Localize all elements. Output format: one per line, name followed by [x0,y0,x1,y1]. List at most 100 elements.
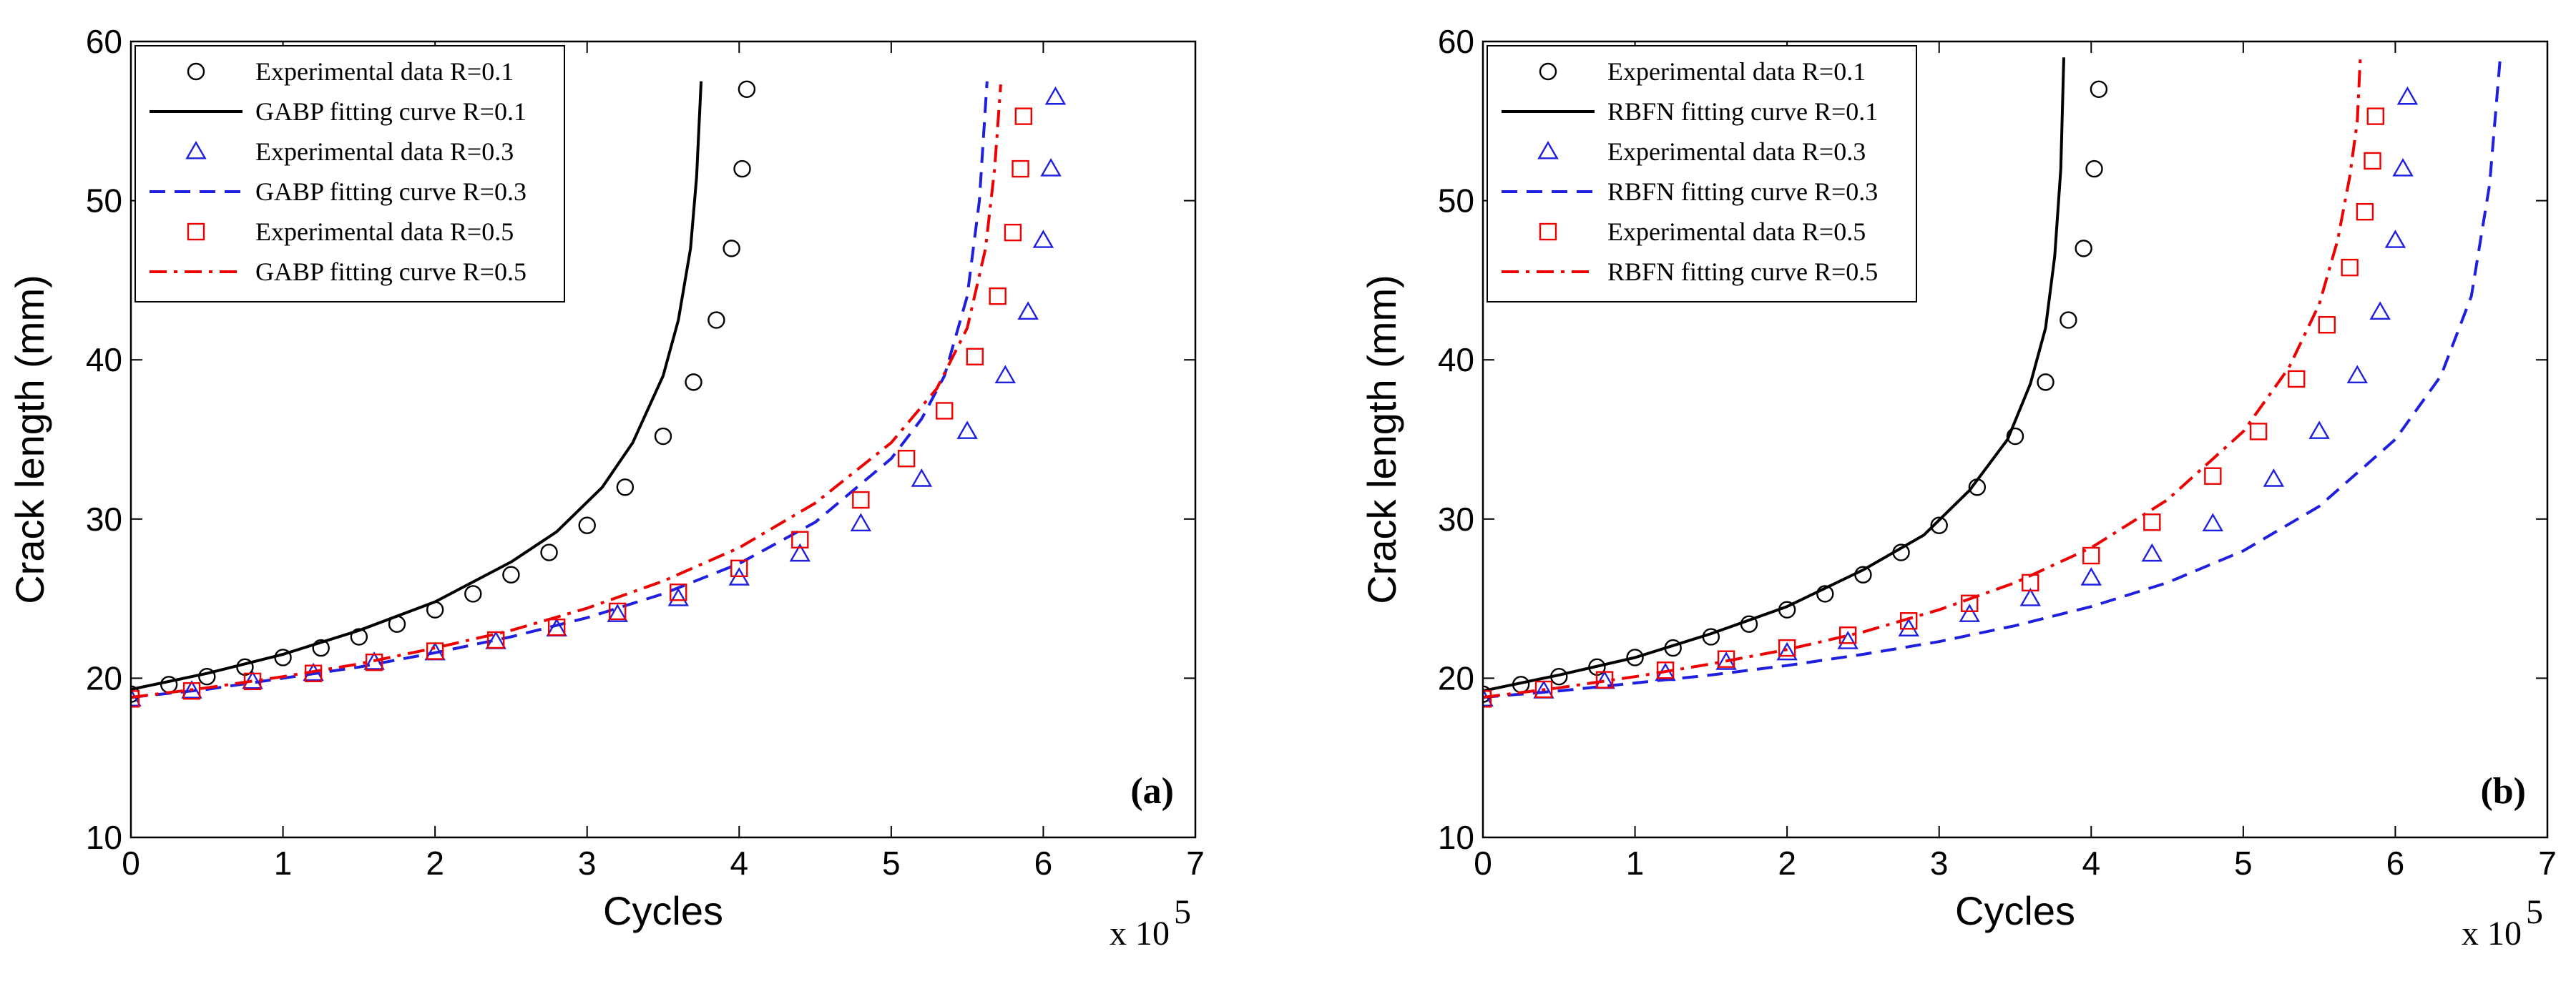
series-1-point [2075,240,2092,257]
x-multiplier-label: x 10 [1110,915,1170,953]
series-1-point [578,516,596,534]
series-3-point [2141,543,2163,562]
series-1-point [2085,159,2103,178]
chart-panel-a: 0 1 2 3 4 5 6 7 10 20 30 40 50 60 Cycles Crack length (… [7,23,1205,953]
series-5-point [1838,626,1857,644]
x-tick-label: 1 [1626,845,1645,882]
series-1-point [464,585,482,603]
x-axis-label: Cycles [1955,888,2075,933]
series-3-point [2384,230,2406,248]
series-3-point [607,604,628,622]
panel-label: (a) [1130,771,1174,812]
series-5-point [1014,107,1032,125]
series-5-point [730,559,748,578]
x-tick-label: 3 [578,845,597,882]
x-tick-label: 2 [1778,845,1796,882]
legend-label: RBFN fitting curve R=0.1 [1607,97,1878,126]
x-tick-label: 0 [1474,845,1492,882]
y-tick-label: 10 [1438,819,1474,856]
series-5-point [670,583,687,601]
series-1-point [2090,80,2108,98]
series-3-point [2263,468,2285,487]
series-2-line [131,81,703,691]
y-tick-label: 40 [86,341,122,378]
x-multiplier-exponent: 5 [2526,893,2543,931]
legend-swatch-marker [1539,222,1557,241]
legend: Experimental data R=0.1 RBFN fitting curv… [1487,45,1917,302]
series-layer [1483,57,2502,708]
series-3-point [1898,618,1919,636]
series-4-line [131,81,989,699]
x-tick-label: 6 [2386,845,2405,882]
y-tick-label: 60 [1438,23,1474,60]
series-5-point [1004,223,1022,242]
legend-swatch-marker [187,62,205,81]
legend-label: GABP fitting curve R=0.1 [255,97,527,126]
series-3-point [1040,158,1062,177]
series-3-point [667,588,689,606]
series-5-point [1961,594,1979,612]
series-5-point [2341,258,2359,277]
y-tick-label: 10 [86,819,122,856]
series-1-point [685,373,702,391]
series-5-point [1483,690,1492,708]
series-3-point [2369,301,2391,320]
series-3-point [1776,641,1798,661]
series-3-point [850,513,872,532]
series-5-point [1534,680,1553,699]
series-5-point [548,618,566,636]
x-tick-label: 6 [1034,845,1053,882]
legend-label: Experimental data R=0.3 [1607,137,1866,166]
series-3-point [2346,365,2369,384]
series-1-point [723,240,740,257]
legend-box [1487,45,1917,302]
y-axis-label: Crack length (mm) [1359,275,1404,604]
x-tick-label: 7 [2538,845,2557,882]
y-tick-label: 50 [1438,182,1474,220]
series-1-point [540,543,558,561]
series-1-point [1930,516,1948,534]
legend-label: Experimental data R=0.5 [255,217,514,246]
legend-label: GABP fitting curve R=0.5 [255,257,527,286]
legend-box [134,45,565,302]
y-tick-label: 60 [86,23,122,60]
legend-swatch-marker [1539,62,1557,81]
legend-label: Experimental data R=0.3 [255,137,514,166]
series-3-point [994,365,1017,384]
series-3-point [2308,420,2330,439]
series-1-point [654,427,672,446]
series-3-point [2392,158,2414,177]
legend-label: RBFN fitting curve R=0.3 [1607,177,1878,206]
series-5-point [609,602,627,621]
x-tick-label: 5 [2234,845,2253,882]
series-5-point [2364,152,2381,170]
x-tick-label: 4 [2082,845,2100,882]
x-tick-label: 7 [1186,845,1205,882]
series-5-point [936,402,954,420]
series-5-point [426,642,444,660]
x-axis-label: Cycles [603,888,723,933]
series-3-point [1032,230,1054,248]
series-5-point [2249,423,2268,441]
series-1-point [738,80,756,98]
series-3-point [1959,604,1980,622]
series-4-line [1483,57,2502,699]
series-1-point [312,639,330,657]
series-1-point [2060,311,2077,329]
series-5-point [989,287,1007,305]
x-tick-label: 1 [274,845,293,882]
y-tick-label: 20 [86,659,122,697]
x-tick-label: 2 [426,845,444,882]
series-3-point [242,670,263,689]
series-5-point [486,631,505,649]
series-1-point [707,311,725,329]
legend-swatch-marker [1537,140,1559,159]
series-5-point [2318,316,2336,334]
series-1-point [1816,585,1834,603]
axes-frame [1482,40,2549,839]
y-tick-label: 40 [1438,341,1474,378]
series-1-point [198,667,216,686]
series-5-point [2204,467,2222,485]
series-layer [131,80,1067,708]
